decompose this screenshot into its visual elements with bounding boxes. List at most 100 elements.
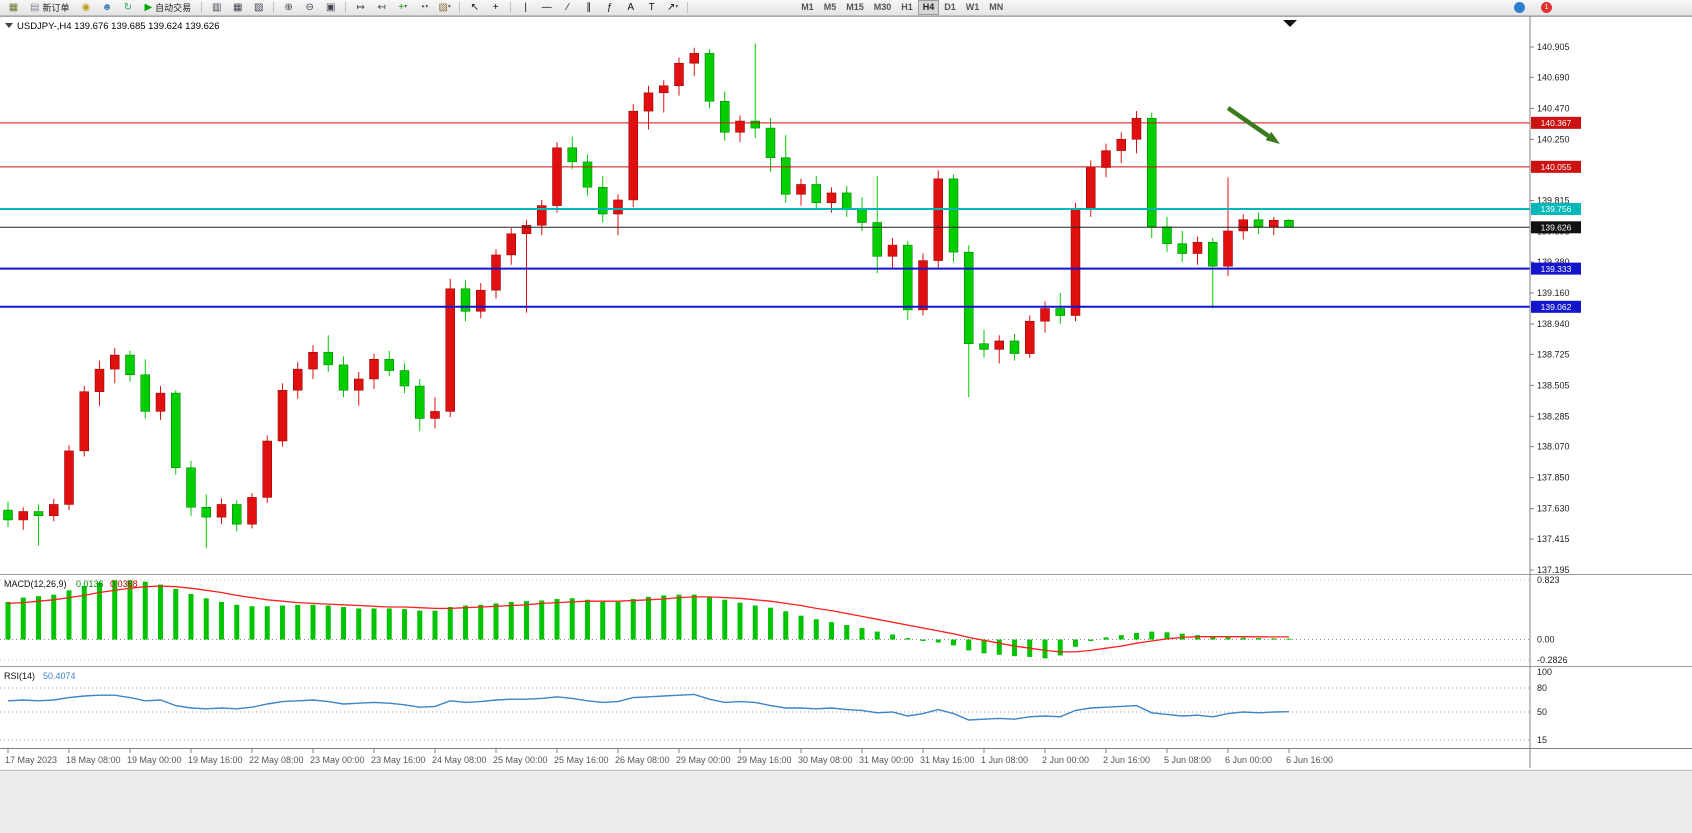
toolbar-separator [510, 2, 512, 13]
svg-text:140.690: 140.690 [1537, 72, 1570, 82]
timeframe-m1[interactable]: M1 [801, 2, 814, 12]
bar-chart-icon[interactable]: ▥ [211, 2, 222, 13]
text-tool-icon[interactable]: A [627, 2, 635, 13]
price-tag: 139.333 [1531, 262, 1581, 275]
svg-text:0.00: 0.00 [1537, 635, 1555, 645]
indicators-icon[interactable]: +▾ [398, 2, 408, 14]
rsi-indicator-label: RSI(14) [4, 671, 35, 681]
svg-text:15: 15 [1537, 735, 1547, 745]
chart-frame [0, 16, 1692, 770]
svg-text:100: 100 [1537, 667, 1552, 677]
order-ticket-icon: ▤ [30, 2, 40, 13]
svg-text:2 Jun 00:00: 2 Jun 00:00 [1042, 755, 1089, 765]
mql5-community-icon[interactable] [1514, 2, 1525, 13]
auto-trading-button-label: 自动交易 [155, 3, 192, 13]
svg-text:137.195: 137.195 [1537, 565, 1570, 575]
toolbar: ▦ ▤ 新订单 ◉ ☻ ↻ ▶ 自动交易 ▥ ▦ ▨ ⊕ ⊖ ▣ ↦ ↤ +▾ ◔▾ ▧▾ ↖ + | — ∕ ∥ ƒ A T ↗▾ M1… [0, 0, 1692, 16]
svg-text:29 May 16:00: 29 May 16:00 [737, 755, 792, 765]
svg-text:138.070: 138.070 [1537, 442, 1570, 452]
cursor-icon[interactable]: ↖ [470, 2, 479, 13]
timeframe-m15[interactable]: M15 [846, 2, 864, 12]
price-chart-area[interactable]: 140.905140.690140.470140.250140.035139.8… [0, 16, 1692, 770]
price-tag: 140.055 [1531, 160, 1581, 173]
rsi-panel [0, 687, 1530, 741]
price-tag: 139.756 [1531, 202, 1581, 215]
svg-text:137.415: 137.415 [1537, 534, 1570, 544]
svg-text:138.940: 138.940 [1537, 319, 1570, 329]
channel-icon[interactable]: ∥ [586, 2, 592, 13]
svg-text:140.367: 140.367 [1541, 118, 1572, 128]
crosshair-icon[interactable]: + [492, 2, 499, 13]
autotrade-play-icon: ▶ [144, 2, 153, 13]
chart-shift-icon[interactable]: ↤ [377, 2, 386, 13]
time-axis[interactable]: 17 May 2023 18 May 08:00 19 May 00:00 19 Ma… [5, 748, 1333, 765]
new-order-button[interactable]: ▤ 新订单 [27, 1, 72, 15]
macd-main-value: 0.0136 [76, 579, 104, 589]
svg-text:24 May 08:00: 24 May 08:00 [432, 755, 487, 765]
fibonacci-icon[interactable]: ƒ [606, 2, 613, 13]
zoom-in-icon[interactable]: ⊕ [284, 2, 293, 13]
auto-scroll-icon[interactable]: ↦ [356, 2, 365, 13]
timeframe-mn[interactable]: MN [989, 2, 1004, 12]
svg-text:29 May 00:00: 29 May 00:00 [676, 755, 731, 765]
svg-text:2 Jun 16:00: 2 Jun 16:00 [1103, 755, 1150, 765]
svg-text:139.756: 139.756 [1541, 204, 1572, 214]
toolbar-separator [201, 2, 203, 13]
templates-icon[interactable]: ▧▾ [438, 2, 451, 14]
new-chart-icon[interactable]: ▦ [8, 2, 19, 13]
svg-text:139.160: 139.160 [1537, 288, 1570, 298]
svg-text:5 Jun 08:00: 5 Jun 08:00 [1164, 755, 1211, 765]
svg-text:140.470: 140.470 [1537, 103, 1570, 113]
svg-text:140.055: 140.055 [1541, 162, 1572, 172]
dropdown-caret-icon: ▾ [404, 4, 408, 10]
profile-icon[interactable]: ☻ [101, 2, 113, 13]
auto-trading-button[interactable]: ▶ 自动交易 [141, 1, 194, 15]
chart-window: 140.905140.690140.470140.250140.035139.8… [0, 16, 1692, 775]
one-click-trading-toggle[interactable] [5, 23, 13, 28]
refresh-icon[interactable]: ↻ [123, 2, 133, 13]
timeframe-h1[interactable]: H1 [901, 2, 913, 12]
compass-icon[interactable]: ◉ [81, 2, 91, 13]
svg-text:31 May 00:00: 31 May 00:00 [859, 755, 914, 765]
macd-signal-value: 0.0368 [110, 579, 138, 589]
timeframe-h4[interactable]: H4 [917, 0, 940, 15]
notifications-badge[interactable]: 1 [1541, 2, 1552, 13]
toolbar-separator [273, 2, 275, 13]
rsi-value: 50.4074 [43, 671, 76, 681]
arrows-tool-icon[interactable]: ↗▾ [666, 2, 679, 14]
new-order-button-label: 新订单 [42, 3, 70, 13]
horizontal-line-icon[interactable]: — [541, 2, 552, 13]
trend-arrow-annotation[interactable] [1226, 106, 1280, 144]
tile-windows-icon[interactable]: ▣ [325, 2, 336, 13]
trendline-icon[interactable]: ∕ [566, 2, 569, 13]
svg-text:138.725: 138.725 [1537, 349, 1570, 359]
svg-text:140.250: 140.250 [1537, 134, 1570, 144]
periods-icon[interactable]: ◔▾ [419, 2, 429, 14]
line-chart-icon[interactable]: ▨ [253, 2, 264, 13]
zoom-out-icon[interactable]: ⊖ [305, 2, 314, 13]
macd-indicator-label: MACD(12,26,9) [4, 579, 67, 589]
svg-text:-0.2826: -0.2826 [1537, 655, 1568, 665]
label-tool-icon[interactable]: T [648, 2, 655, 13]
vertical-line-icon[interactable]: | [524, 2, 527, 13]
svg-text:137.850: 137.850 [1537, 473, 1570, 483]
toolbar-separator [345, 2, 347, 13]
candlestick-chart-icon[interactable]: ▦ [232, 2, 243, 13]
price-axis[interactable]: 140.905140.690140.470140.250140.035139.8… [1529, 16, 1581, 768]
horizontal-level-lines[interactable] [0, 122, 1530, 308]
dropdown-caret-icon: ▾ [675, 4, 679, 10]
dropdown-caret-icon: ▾ [425, 4, 429, 10]
timeframe-toolbar: M1 M5 M15 M30 H1 H4 D1 W1 MN [796, 0, 1008, 15]
svg-text:30 May 08:00: 30 May 08:00 [798, 755, 853, 765]
timeframe-m5[interactable]: M5 [823, 2, 837, 12]
svg-text:23 May 16:00: 23 May 16:00 [371, 755, 426, 765]
svg-text:23 May 00:00: 23 May 00:00 [310, 755, 365, 765]
timeframe-m30[interactable]: M30 [873, 2, 892, 12]
svg-text:6 Jun 00:00: 6 Jun 00:00 [1225, 755, 1272, 765]
timeframe-d1[interactable]: D1 [944, 2, 956, 12]
svg-text:0.823: 0.823 [1537, 575, 1560, 585]
annotations[interactable] [1226, 106, 1280, 144]
timeframe-w1[interactable]: W1 [965, 2, 980, 12]
svg-text:139.380: 139.380 [1537, 257, 1570, 267]
